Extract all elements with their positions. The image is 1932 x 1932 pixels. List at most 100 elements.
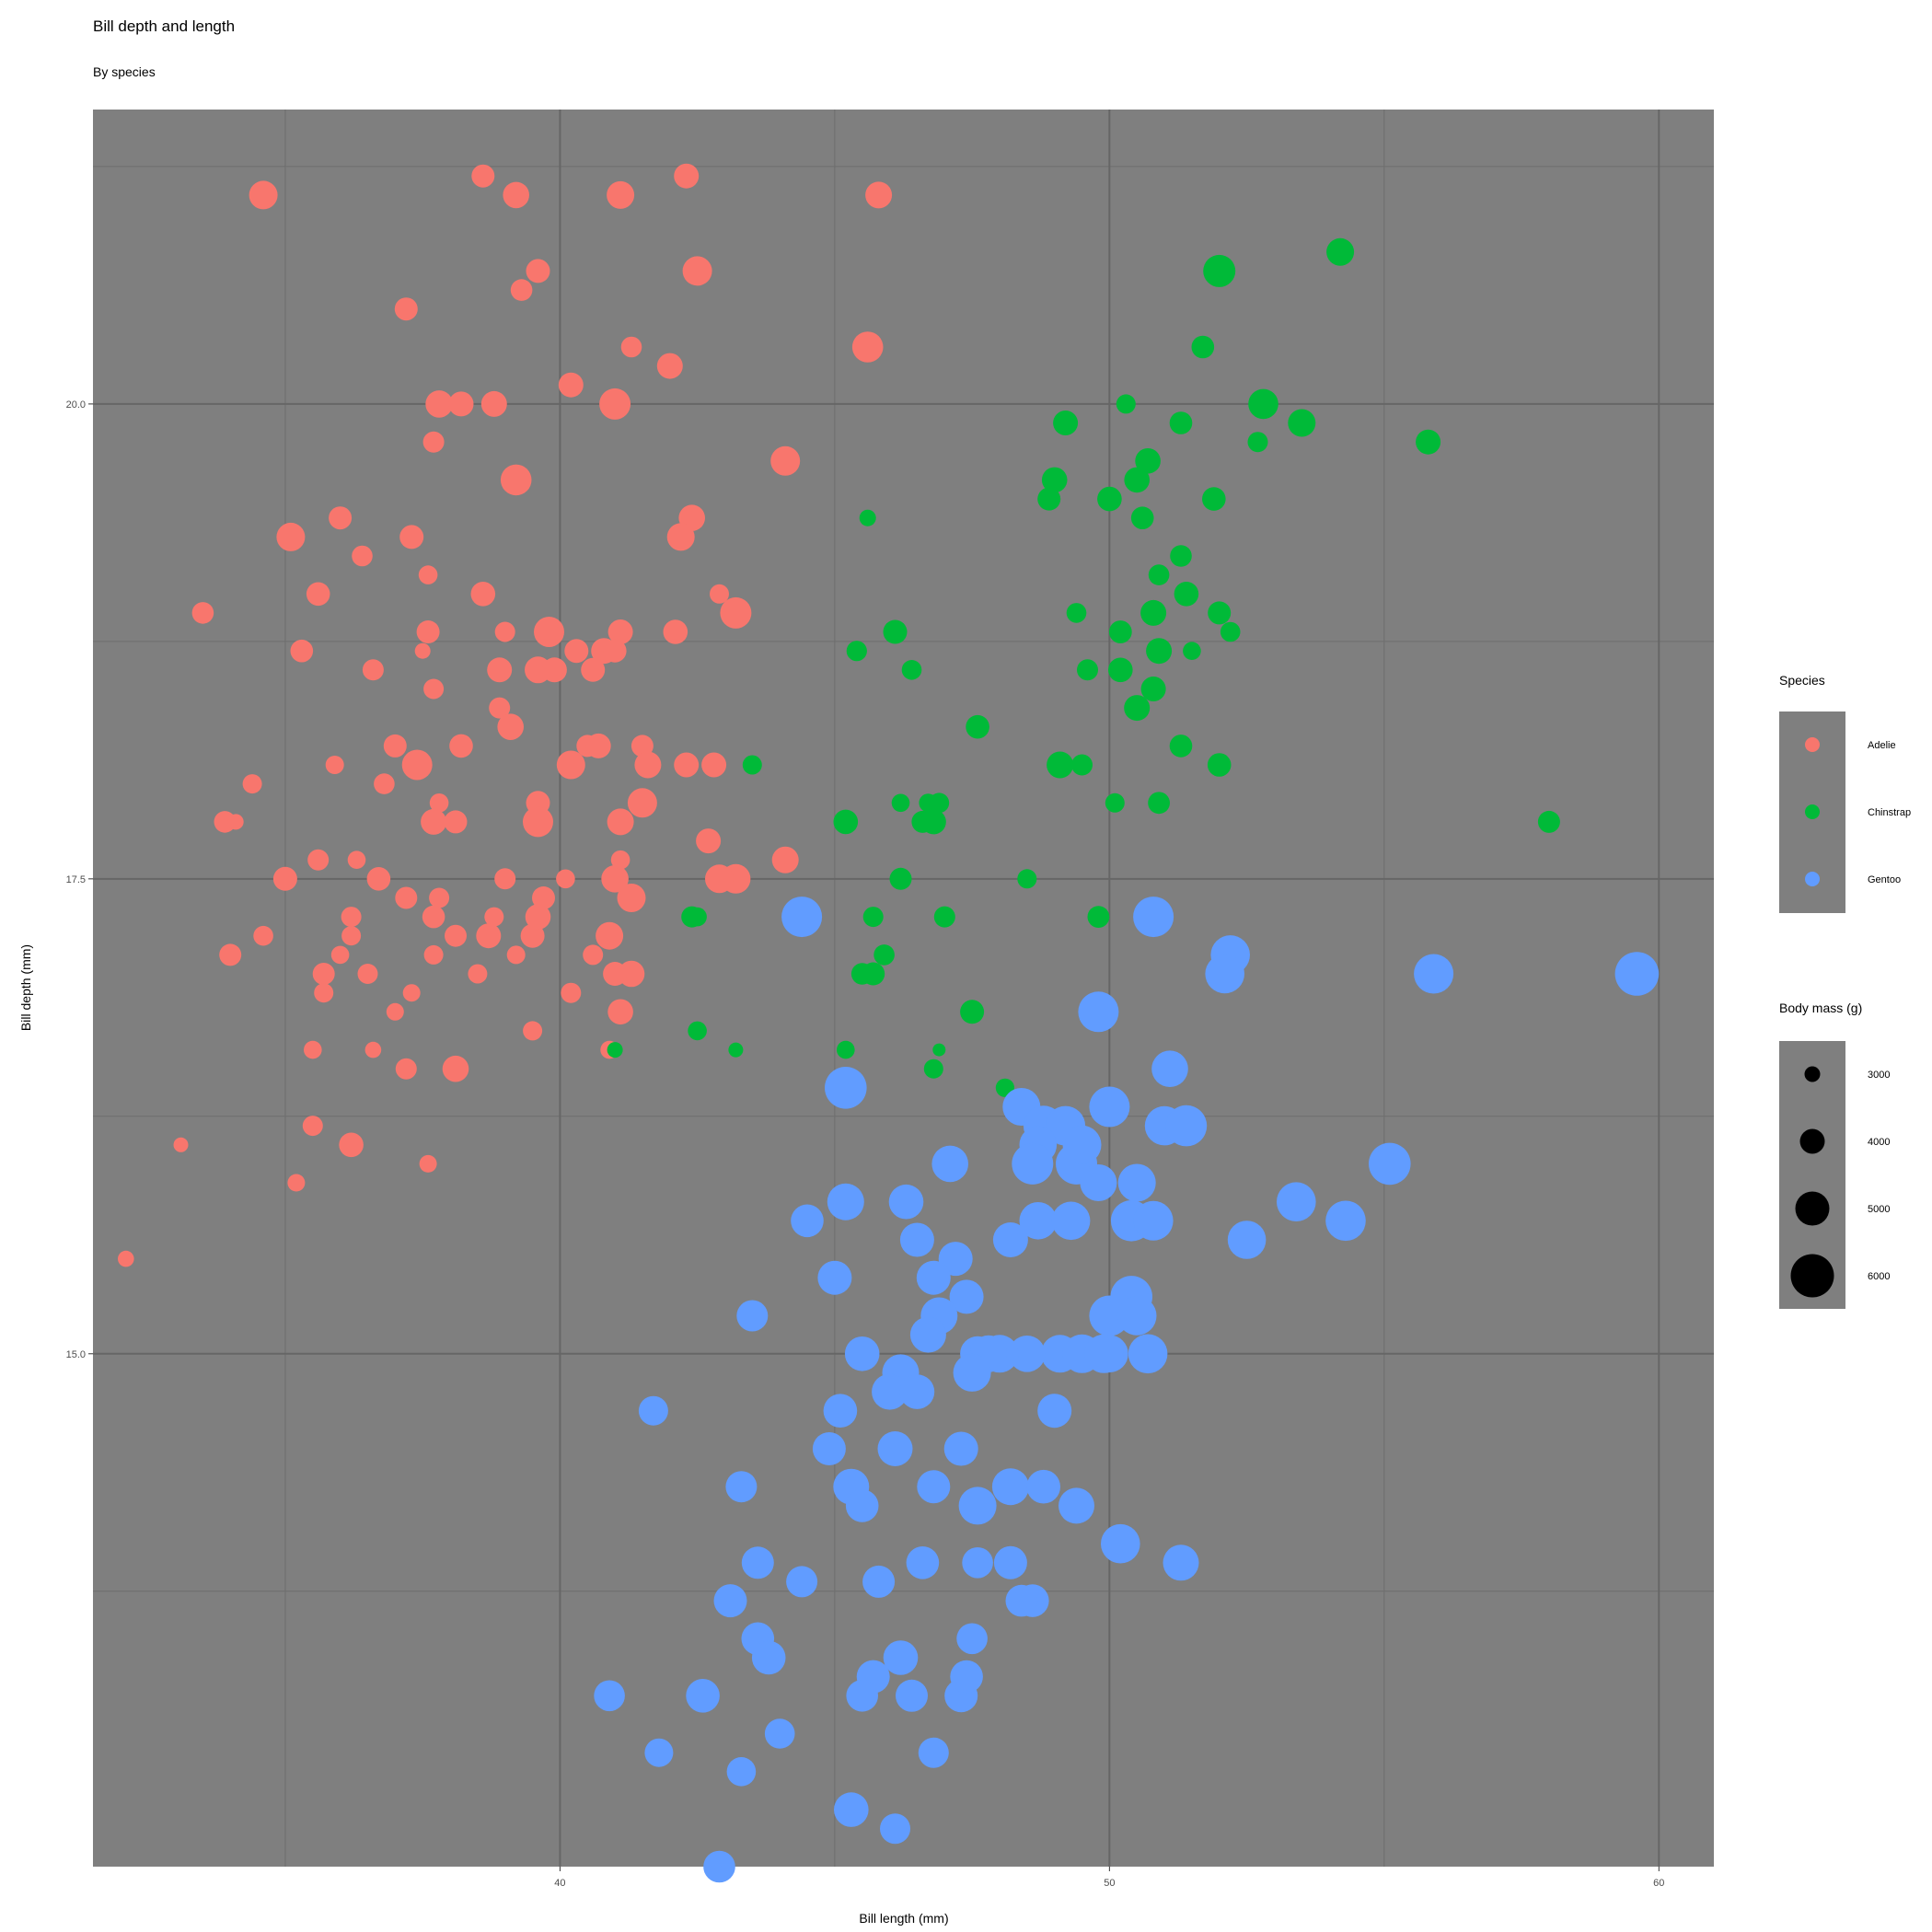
point-gentoo xyxy=(1325,1200,1366,1242)
point-gentoo xyxy=(703,1850,735,1883)
point-gentoo xyxy=(1005,1584,1038,1617)
point-adelie xyxy=(506,945,526,965)
point-chinstrap xyxy=(862,962,885,986)
point-chinstrap xyxy=(1135,448,1161,474)
point-adelie xyxy=(383,734,407,758)
point-adelie xyxy=(249,180,278,210)
mass-legend-title: Body mass (g) xyxy=(1779,1001,1862,1015)
point-gentoo xyxy=(725,1471,758,1503)
point-chinstrap xyxy=(862,907,884,928)
point-gentoo xyxy=(741,1546,774,1579)
point-adelie xyxy=(607,180,635,209)
point-chinstrap xyxy=(1174,582,1199,607)
point-adelie xyxy=(607,999,633,1025)
point-gentoo xyxy=(1084,1334,1124,1373)
point-adelie xyxy=(362,659,384,681)
point-adelie xyxy=(620,336,642,358)
point-gentoo xyxy=(862,1565,896,1598)
point-gentoo xyxy=(993,1545,1027,1579)
point-chinstrap xyxy=(1066,603,1087,623)
point-gentoo xyxy=(916,1260,951,1295)
point-adelie xyxy=(497,713,524,740)
point-adelie xyxy=(556,750,585,780)
point-adelie xyxy=(374,773,395,794)
point-gentoo xyxy=(1116,1296,1157,1336)
point-gentoo xyxy=(896,1679,928,1712)
point-gentoo xyxy=(827,1183,864,1221)
point-gentoo xyxy=(736,1300,769,1332)
legend-label-gentoo: Gentoo xyxy=(1868,874,1901,885)
point-adelie xyxy=(510,279,533,301)
point-chinstrap xyxy=(688,907,707,927)
point-adelie xyxy=(253,925,273,946)
legend-key-chinstrap xyxy=(1805,804,1820,819)
point-adelie xyxy=(402,984,421,1002)
minor-grid xyxy=(93,110,1714,1867)
point-adelie xyxy=(771,846,799,873)
point-adelie xyxy=(523,1021,543,1041)
point-adelie xyxy=(603,962,628,986)
point-chinstrap xyxy=(1207,753,1232,777)
point-adelie xyxy=(596,921,624,950)
point-adelie xyxy=(312,963,335,985)
point-adelie xyxy=(399,525,424,550)
legend-size-label: 3000 xyxy=(1868,1070,1890,1081)
point-chinstrap xyxy=(833,809,859,835)
point-gentoo xyxy=(872,1373,908,1410)
point-gentoo xyxy=(823,1394,858,1428)
point-gentoo xyxy=(791,1204,824,1238)
point-chinstrap xyxy=(1208,601,1232,625)
point-adelie xyxy=(418,565,438,584)
point-adelie xyxy=(525,904,551,930)
y-tick-label: 20.0 xyxy=(66,399,86,411)
point-adelie xyxy=(448,391,474,417)
x-tick-label: 60 xyxy=(1653,1878,1664,1889)
y-axis-label: Bill depth (mm) xyxy=(18,944,33,1031)
point-gentoo xyxy=(906,1546,940,1579)
point-adelie xyxy=(302,1116,323,1137)
point-gentoo xyxy=(883,1640,919,1675)
point-adelie xyxy=(429,793,449,813)
point-adelie xyxy=(656,353,683,379)
point-chinstrap xyxy=(1037,487,1061,511)
plot-panel xyxy=(93,110,1714,1867)
point-adelie xyxy=(386,1002,404,1021)
point-chinstrap xyxy=(1124,467,1150,493)
point-chinstrap xyxy=(1148,564,1170,585)
point-gentoo xyxy=(918,1737,949,1768)
point-gentoo xyxy=(949,1279,984,1314)
point-gentoo xyxy=(992,1222,1028,1257)
point-chinstrap xyxy=(1097,486,1122,512)
point-adelie xyxy=(468,965,487,983)
point-gentoo xyxy=(956,1623,988,1655)
point-chinstrap xyxy=(923,1059,943,1079)
point-adelie xyxy=(287,1174,306,1192)
point-gentoo xyxy=(1614,952,1660,996)
data-points xyxy=(118,163,1660,1883)
point-adelie xyxy=(674,752,700,778)
point-adelie xyxy=(666,523,695,551)
legend-size-key xyxy=(1790,1254,1834,1298)
legend-label-chinstrap: Chinstrap xyxy=(1868,807,1911,818)
point-gentoo xyxy=(880,1813,910,1845)
point-chinstrap xyxy=(1047,751,1074,779)
point-adelie xyxy=(532,886,555,909)
point-chinstrap xyxy=(1130,506,1154,529)
point-gentoo xyxy=(786,1566,818,1598)
point-gentoo xyxy=(594,1680,625,1712)
x-axis-label: Bill length (mm) xyxy=(859,1911,948,1926)
point-adelie xyxy=(470,582,496,607)
point-adelie xyxy=(422,431,445,453)
point-adelie xyxy=(585,733,611,758)
point-chinstrap xyxy=(607,1042,623,1059)
point-adelie xyxy=(484,907,504,927)
point-adelie xyxy=(610,850,631,870)
chart-subtitle: By species xyxy=(93,64,156,79)
point-adelie xyxy=(219,943,242,966)
point-chinstrap xyxy=(1191,335,1215,359)
point-gentoo xyxy=(931,1145,968,1183)
point-gentoo xyxy=(1101,1523,1140,1564)
point-chinstrap xyxy=(932,1043,946,1057)
point-chinstrap xyxy=(889,867,912,890)
point-adelie xyxy=(422,905,445,929)
